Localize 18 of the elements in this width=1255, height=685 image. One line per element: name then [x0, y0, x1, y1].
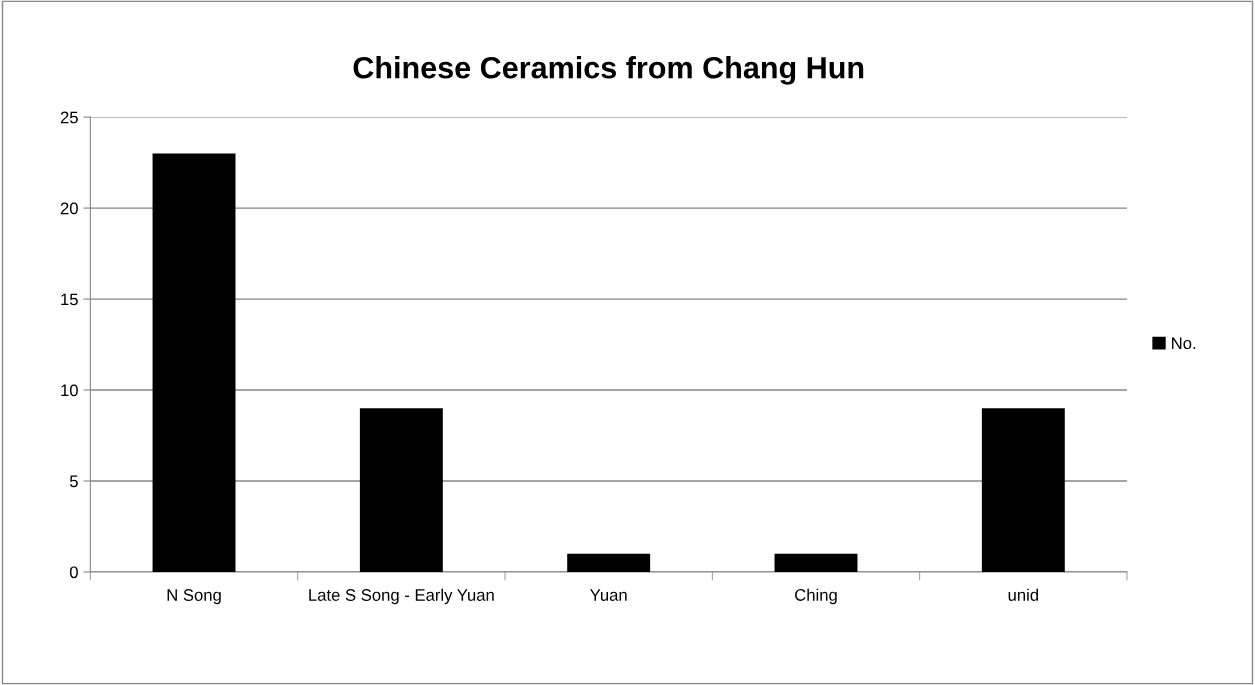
- y-tick-label: 10: [61, 384, 78, 397]
- chart-title: Chinese Ceramics from Chang Hun: [353, 56, 864, 85]
- bar: [774, 553, 858, 572]
- bar: [981, 408, 1065, 572]
- y-tick-label: 0: [69, 566, 78, 579]
- x-tick-label: unid: [1008, 588, 1039, 601]
- y-tick-label: 15: [61, 293, 78, 306]
- x-tick-label: Late S Song - Early Yuan: [309, 588, 494, 605]
- bar: [567, 553, 651, 572]
- x-tick-label: Yuan: [590, 589, 627, 601]
- y-tick-label: 25: [60, 111, 78, 124]
- bar: [152, 153, 236, 572]
- x-tick-label: N Song: [167, 589, 221, 605]
- bar: [359, 408, 443, 572]
- y-tick-label: 20: [60, 202, 78, 215]
- legend-label: No.: [1172, 337, 1196, 350]
- x-tick-label: Ching: [795, 588, 837, 605]
- y-tick-label: 5: [69, 475, 78, 488]
